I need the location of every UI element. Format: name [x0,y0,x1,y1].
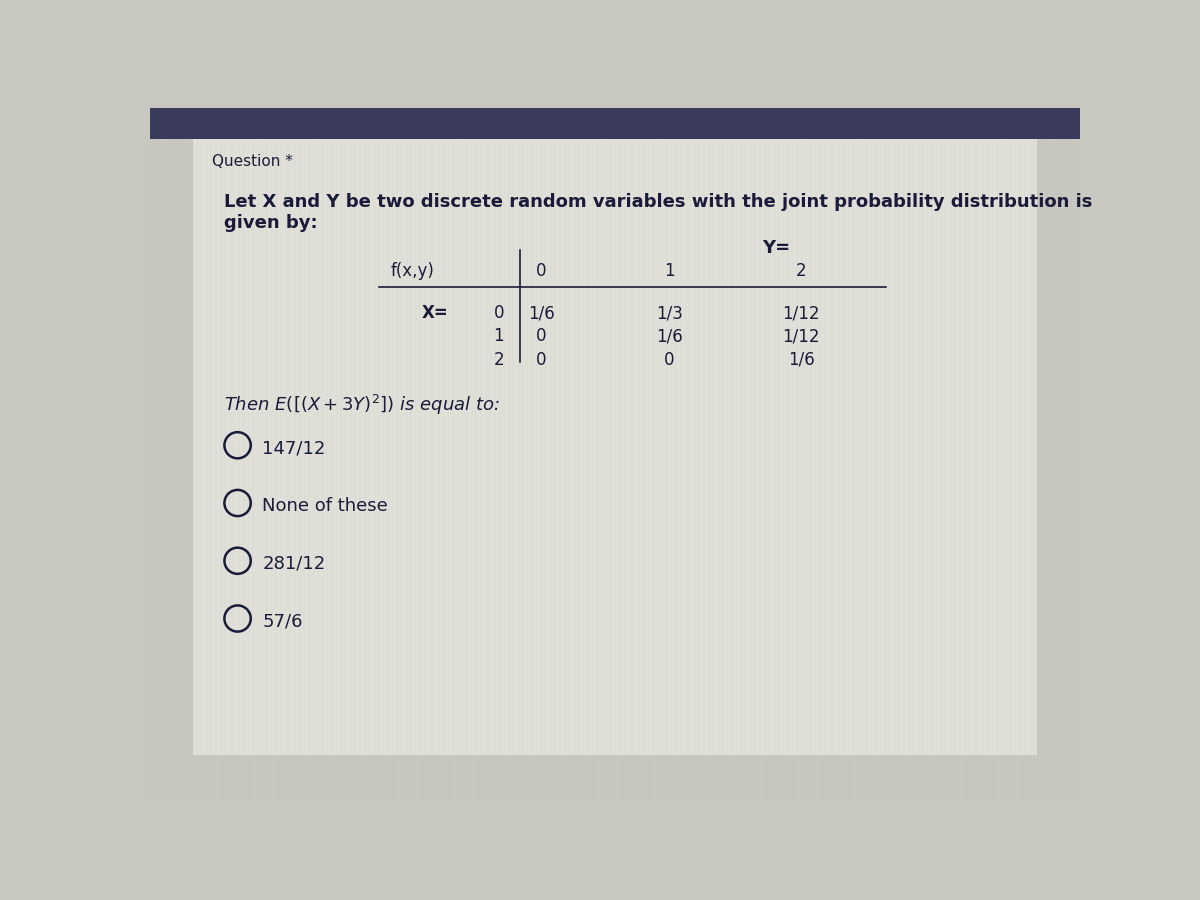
Text: 2: 2 [493,351,504,369]
Text: 147/12: 147/12 [263,439,325,457]
Text: Y=: Y= [762,238,791,256]
Text: 1: 1 [493,328,504,346]
Text: 1/12: 1/12 [782,328,820,346]
Bar [193,139,1037,755]
Text: given by:: given by: [223,214,317,232]
Text: 1/6: 1/6 [787,351,815,369]
Text: 0: 0 [664,351,674,369]
Text: None of these: None of these [263,497,388,515]
Text: 2: 2 [796,262,806,280]
Text: 1/3: 1/3 [656,304,683,322]
Text: 1/6: 1/6 [528,304,554,322]
Text: 0: 0 [536,328,547,346]
Bar [150,108,1080,139]
Text: Then $\mathit{E}([(X+3Y)^{2}])$ is equal to:: Then $\mathit{E}([(X+3Y)^{2}])$ is equal… [223,393,499,417]
Text: 1/12: 1/12 [782,304,820,322]
Text: Question *: Question * [212,154,293,169]
Text: 0: 0 [536,351,547,369]
Text: 281/12: 281/12 [263,554,325,572]
Text: X=: X= [421,304,448,322]
Text: f(x,y): f(x,y) [390,262,434,280]
Text: 0: 0 [493,304,504,322]
Text: 0: 0 [536,262,547,280]
Text: 57/6: 57/6 [263,612,302,630]
Text: 1/6: 1/6 [656,328,683,346]
Text: Let X and Y be two discrete random variables with the joint probability distribu: Let X and Y be two discrete random varia… [223,193,1092,211]
Text: 1: 1 [664,262,674,280]
